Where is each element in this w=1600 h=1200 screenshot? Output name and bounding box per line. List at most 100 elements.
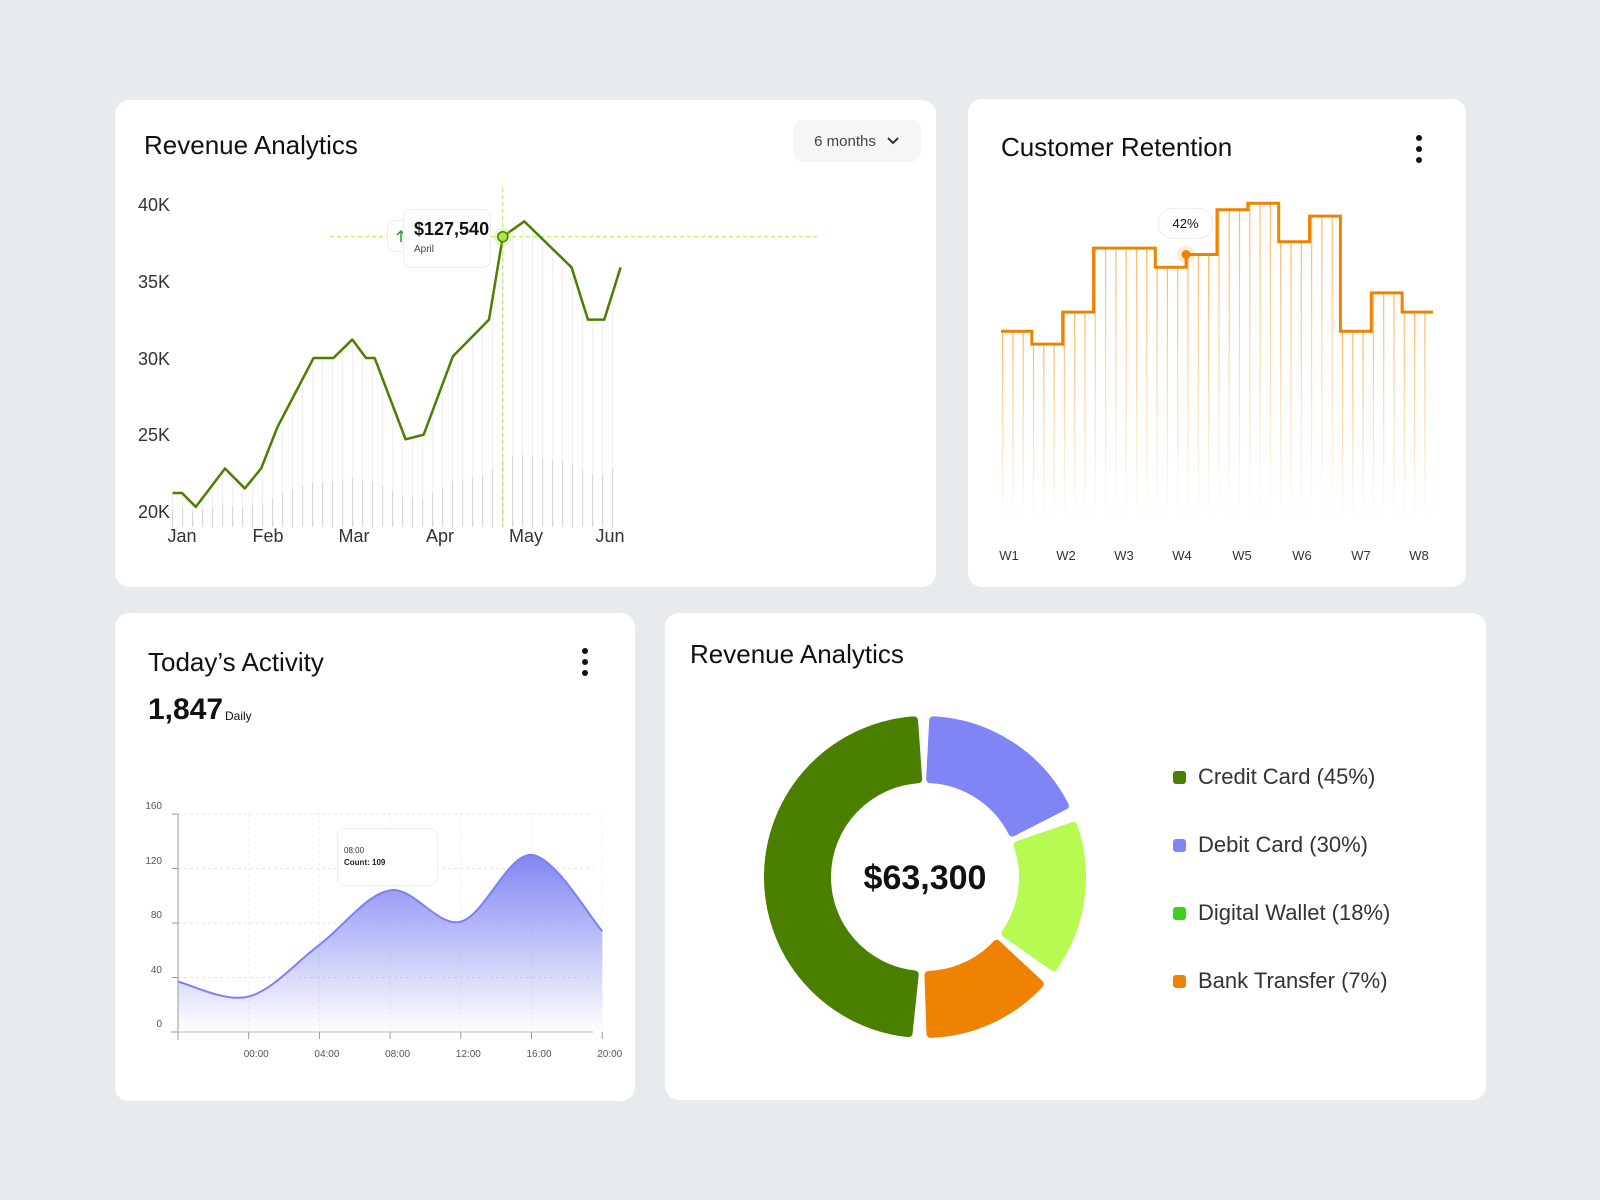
- x-tick-label: W8: [1409, 548, 1429, 563]
- donut-total: $63,300: [863, 859, 987, 897]
- retention-bar: [1280, 241, 1282, 524]
- y-tick-label: 40K: [138, 195, 171, 215]
- activity-tooltip: 08:00 Count: 109: [337, 828, 438, 886]
- x-tick-label: W6: [1292, 548, 1312, 563]
- retention-bar: [1032, 344, 1035, 524]
- retention-bar: [1166, 267, 1168, 524]
- retention-step-chart: [1001, 201, 1433, 525]
- card-title: Revenue Analytics: [690, 639, 904, 669]
- revenue-tooltip: $127,540 April: [403, 209, 491, 268]
- x-tick-label: 08:00: [385, 1049, 411, 1060]
- legend-label: Debit Card (30%): [1198, 832, 1368, 857]
- legend-label: Digital Wallet (18%): [1198, 900, 1391, 925]
- x-tick-label: Jun: [595, 526, 625, 546]
- legend-label: Credit Card (45%): [1198, 764, 1376, 789]
- activity-line: [177, 853, 603, 999]
- y-tick-label: 160: [145, 801, 162, 812]
- x-tick-label: 20:00: [597, 1049, 623, 1060]
- retention-bar: [1290, 241, 1292, 524]
- payment-donut-chart: [764, 716, 1086, 1038]
- retention-bar: [1125, 248, 1127, 524]
- donut-slice: [1001, 821, 1086, 972]
- retention-bar: [1094, 248, 1096, 524]
- x-tick-label: W2: [1056, 548, 1076, 563]
- y-tick-label: 30K: [138, 348, 171, 369]
- activity-count: 1,847: [148, 693, 224, 726]
- y-tick-label: 25K: [138, 425, 171, 446]
- x-tick-label: 12:00: [455, 1049, 481, 1060]
- y-tick-label: 80: [150, 910, 162, 921]
- retention-bar: [1063, 312, 1065, 524]
- period-dropdown[interactable]: 6 months: [793, 120, 921, 162]
- activity-count-label: Daily: [225, 709, 252, 723]
- x-tick-label: W4: [1172, 548, 1192, 563]
- retention-bar: [1403, 312, 1405, 524]
- retention-bar: [1269, 203, 1271, 525]
- retention-bar: [1414, 312, 1416, 524]
- retention-bar: [1187, 254, 1189, 524]
- retention-bar: [1393, 292, 1395, 524]
- retention-tooltip: 42%: [1158, 208, 1213, 239]
- activity-area: [178, 854, 603, 1032]
- x-tick-label: Jan: [167, 526, 197, 546]
- revenue-line-chart: [171, 188, 820, 527]
- retention-bar: [1197, 254, 1199, 524]
- x-tick-label: W1: [999, 548, 1019, 563]
- x-tick-label: 16:00: [526, 1049, 552, 1060]
- card-title: Today’s Activity: [148, 647, 324, 677]
- revenue-analytics-card: Revenue Analytics 6 months 40K 35K 30K 25K 2…: [115, 100, 936, 587]
- y-tick-label: 0: [156, 1019, 162, 1030]
- legend-item: Digital Wallet (18%): [1173, 900, 1390, 926]
- legend-dot-icon: [1173, 838, 1186, 852]
- retention-step-line: [1001, 201, 1433, 346]
- card-title: Customer Retention: [1001, 132, 1233, 162]
- revenue-line: [172, 220, 622, 509]
- y-tick-label: 40: [150, 964, 162, 976]
- more-vertical-icon[interactable]: [1414, 135, 1424, 163]
- retention-bar: [1352, 331, 1354, 524]
- retention-bar: [1362, 331, 1364, 524]
- retention-bar: [1053, 344, 1055, 524]
- x-tick-label: 04:00: [314, 1049, 340, 1060]
- donut-slice: [926, 716, 1069, 837]
- x-tick-label: W5: [1232, 548, 1252, 563]
- retention-bar: [1383, 292, 1385, 524]
- payment-methods-card: Revenue Analytics $63,300 Credit Card (4…: [665, 613, 1486, 1100]
- retention-bar: [1249, 203, 1251, 525]
- highlight-point: [497, 230, 509, 243]
- tooltip-count: Count: 109: [344, 858, 386, 867]
- retention-bar: [1156, 267, 1158, 524]
- retention-bar: [1074, 312, 1076, 524]
- retention-bar: [1321, 216, 1323, 524]
- x-tick-label: W7: [1351, 548, 1371, 563]
- retention-bar: [1341, 331, 1344, 524]
- y-tick-label: 35K: [138, 271, 171, 292]
- retention-bar: [1022, 331, 1024, 524]
- legend-item: Bank Transfer (7%): [1173, 968, 1388, 994]
- retention-bar: [1002, 331, 1004, 524]
- x-tick-label: Mar: [338, 526, 370, 546]
- retention-bar: [1115, 248, 1117, 524]
- highlight-point: [1181, 250, 1191, 259]
- x-tick-label: May: [508, 526, 544, 546]
- legend-dot-icon: [1173, 974, 1186, 988]
- retention-bar: [1043, 344, 1045, 524]
- customer-retention-card: Customer Retention 42% W1 W2 W3 W4 W5 W6 W7 W8: [968, 99, 1466, 587]
- retention-bar: [1177, 267, 1179, 524]
- legend-item: Credit Card (45%): [1173, 764, 1375, 790]
- retention-bar: [1228, 209, 1230, 524]
- retention-bar: [1105, 248, 1107, 524]
- retention-bar: [1135, 248, 1138, 524]
- donut-slice: [924, 939, 1044, 1038]
- x-tick-label: W3: [1114, 548, 1134, 563]
- y-tick-label: 20K: [138, 502, 171, 522]
- retention-bar: [1311, 216, 1313, 524]
- legend-label: Bank Transfer (7%): [1198, 968, 1388, 993]
- tooltip-value: $127,540: [414, 219, 490, 239]
- tooltip-label: April: [414, 244, 435, 255]
- more-vertical-icon[interactable]: [580, 648, 590, 676]
- x-tick-label: Apr: [425, 526, 455, 546]
- retention-bar: [1208, 254, 1210, 524]
- todays-activity-card: Today’s Activity 1,847 Daily 160 120 80 40 0…: [115, 613, 635, 1101]
- tooltip-time: 08:00: [344, 846, 365, 855]
